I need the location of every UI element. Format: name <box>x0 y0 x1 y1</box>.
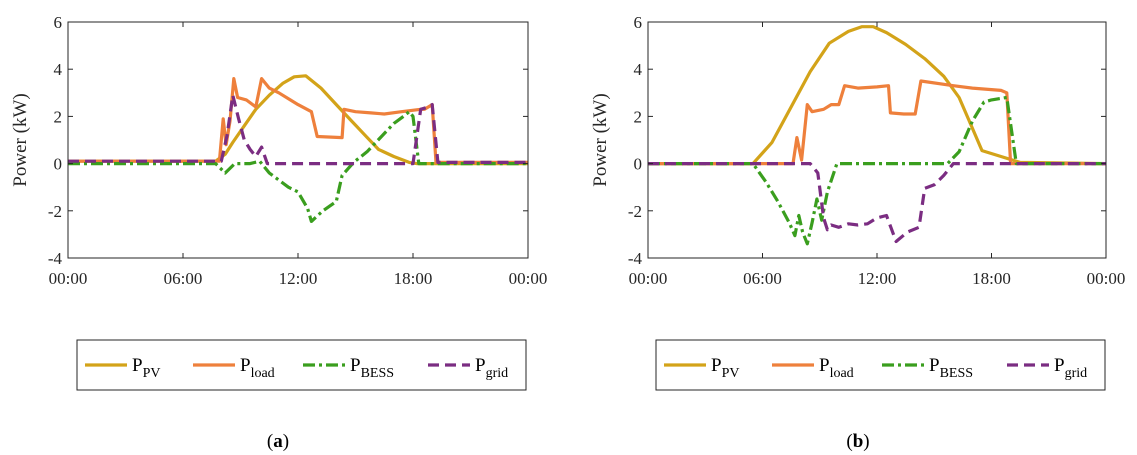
x-tick-label: 00:00 <box>1087 269 1126 288</box>
x-tick-label: 06:00 <box>164 269 203 288</box>
y-tick-label: 2 <box>634 107 643 126</box>
x-tick-label: 18:00 <box>394 269 433 288</box>
y-tick-label: -4 <box>48 249 63 268</box>
series-lines <box>68 74 528 223</box>
y-tick-label: 6 <box>54 13 63 32</box>
plot-frame <box>67 21 529 259</box>
y-tick-label: -2 <box>628 202 642 221</box>
legend-label-bess: PBESS <box>929 355 973 381</box>
series-line-bess <box>648 95 1106 246</box>
y-tick-label: -4 <box>628 249 643 268</box>
y-tick-label: 4 <box>634 60 643 79</box>
legend-label-pv: PPV <box>132 355 160 381</box>
legend-label-pv: PPV <box>711 355 739 381</box>
legend-label-load: Pload <box>819 355 854 381</box>
y-tick-label: 0 <box>54 155 63 174</box>
series-line-bess <box>68 110 528 223</box>
legend-box <box>655 339 1106 391</box>
plot-frame <box>647 21 1107 259</box>
series-line-grid <box>68 93 528 166</box>
series-line-pv <box>68 74 528 166</box>
x-tick-label: 00:00 <box>49 269 88 288</box>
x-tick-label: 12:00 <box>279 269 318 288</box>
y-tick-label: 2 <box>54 107 63 126</box>
y-tick-label: -2 <box>48 202 62 221</box>
legend-label-grid: Pgrid <box>1054 355 1087 381</box>
y-axis-label: Power (kW) <box>10 93 31 186</box>
y-tick-label: 0 <box>634 155 643 174</box>
x-tick-label: 06:00 <box>743 269 782 288</box>
y-tick-label: 6 <box>634 13 643 32</box>
series-line-load <box>68 76 528 164</box>
series-lines <box>648 25 1106 246</box>
panel-label: (b) <box>846 431 869 452</box>
legend: PPV Pload PBESS Pgrid <box>655 339 1106 391</box>
x-tick-label: 00:00 <box>629 269 668 288</box>
chart-panel-b: -4 -2 0 2 4 6 00:00 06:00 12:00 18:00 00:00 Power (… <box>590 13 1125 452</box>
legend-label-grid: Pgrid <box>475 355 508 381</box>
legend-label-bess: PBESS <box>350 355 394 381</box>
x-tick-label: 12:00 <box>858 269 897 288</box>
chart-panel-a: -4 -2 0 2 4 6 00:00 06:00 12:00 18:00 00:00 Power (… <box>10 13 547 452</box>
y-tick-label: 4 <box>54 60 63 79</box>
x-tick-label: 18:00 <box>972 269 1011 288</box>
legend-label-load: Pload <box>240 355 275 381</box>
legend-box <box>76 339 527 391</box>
legend: PPV Pload PBESS Pgrid <box>76 339 527 391</box>
series-line-grid <box>648 162 1106 244</box>
y-axis-label: Power (kW) <box>590 93 611 186</box>
series-line-load <box>648 79 1106 166</box>
x-tick-label: 00:00 <box>509 269 548 288</box>
panel-label: (a) <box>267 431 289 452</box>
series-line-pv <box>648 25 1106 166</box>
